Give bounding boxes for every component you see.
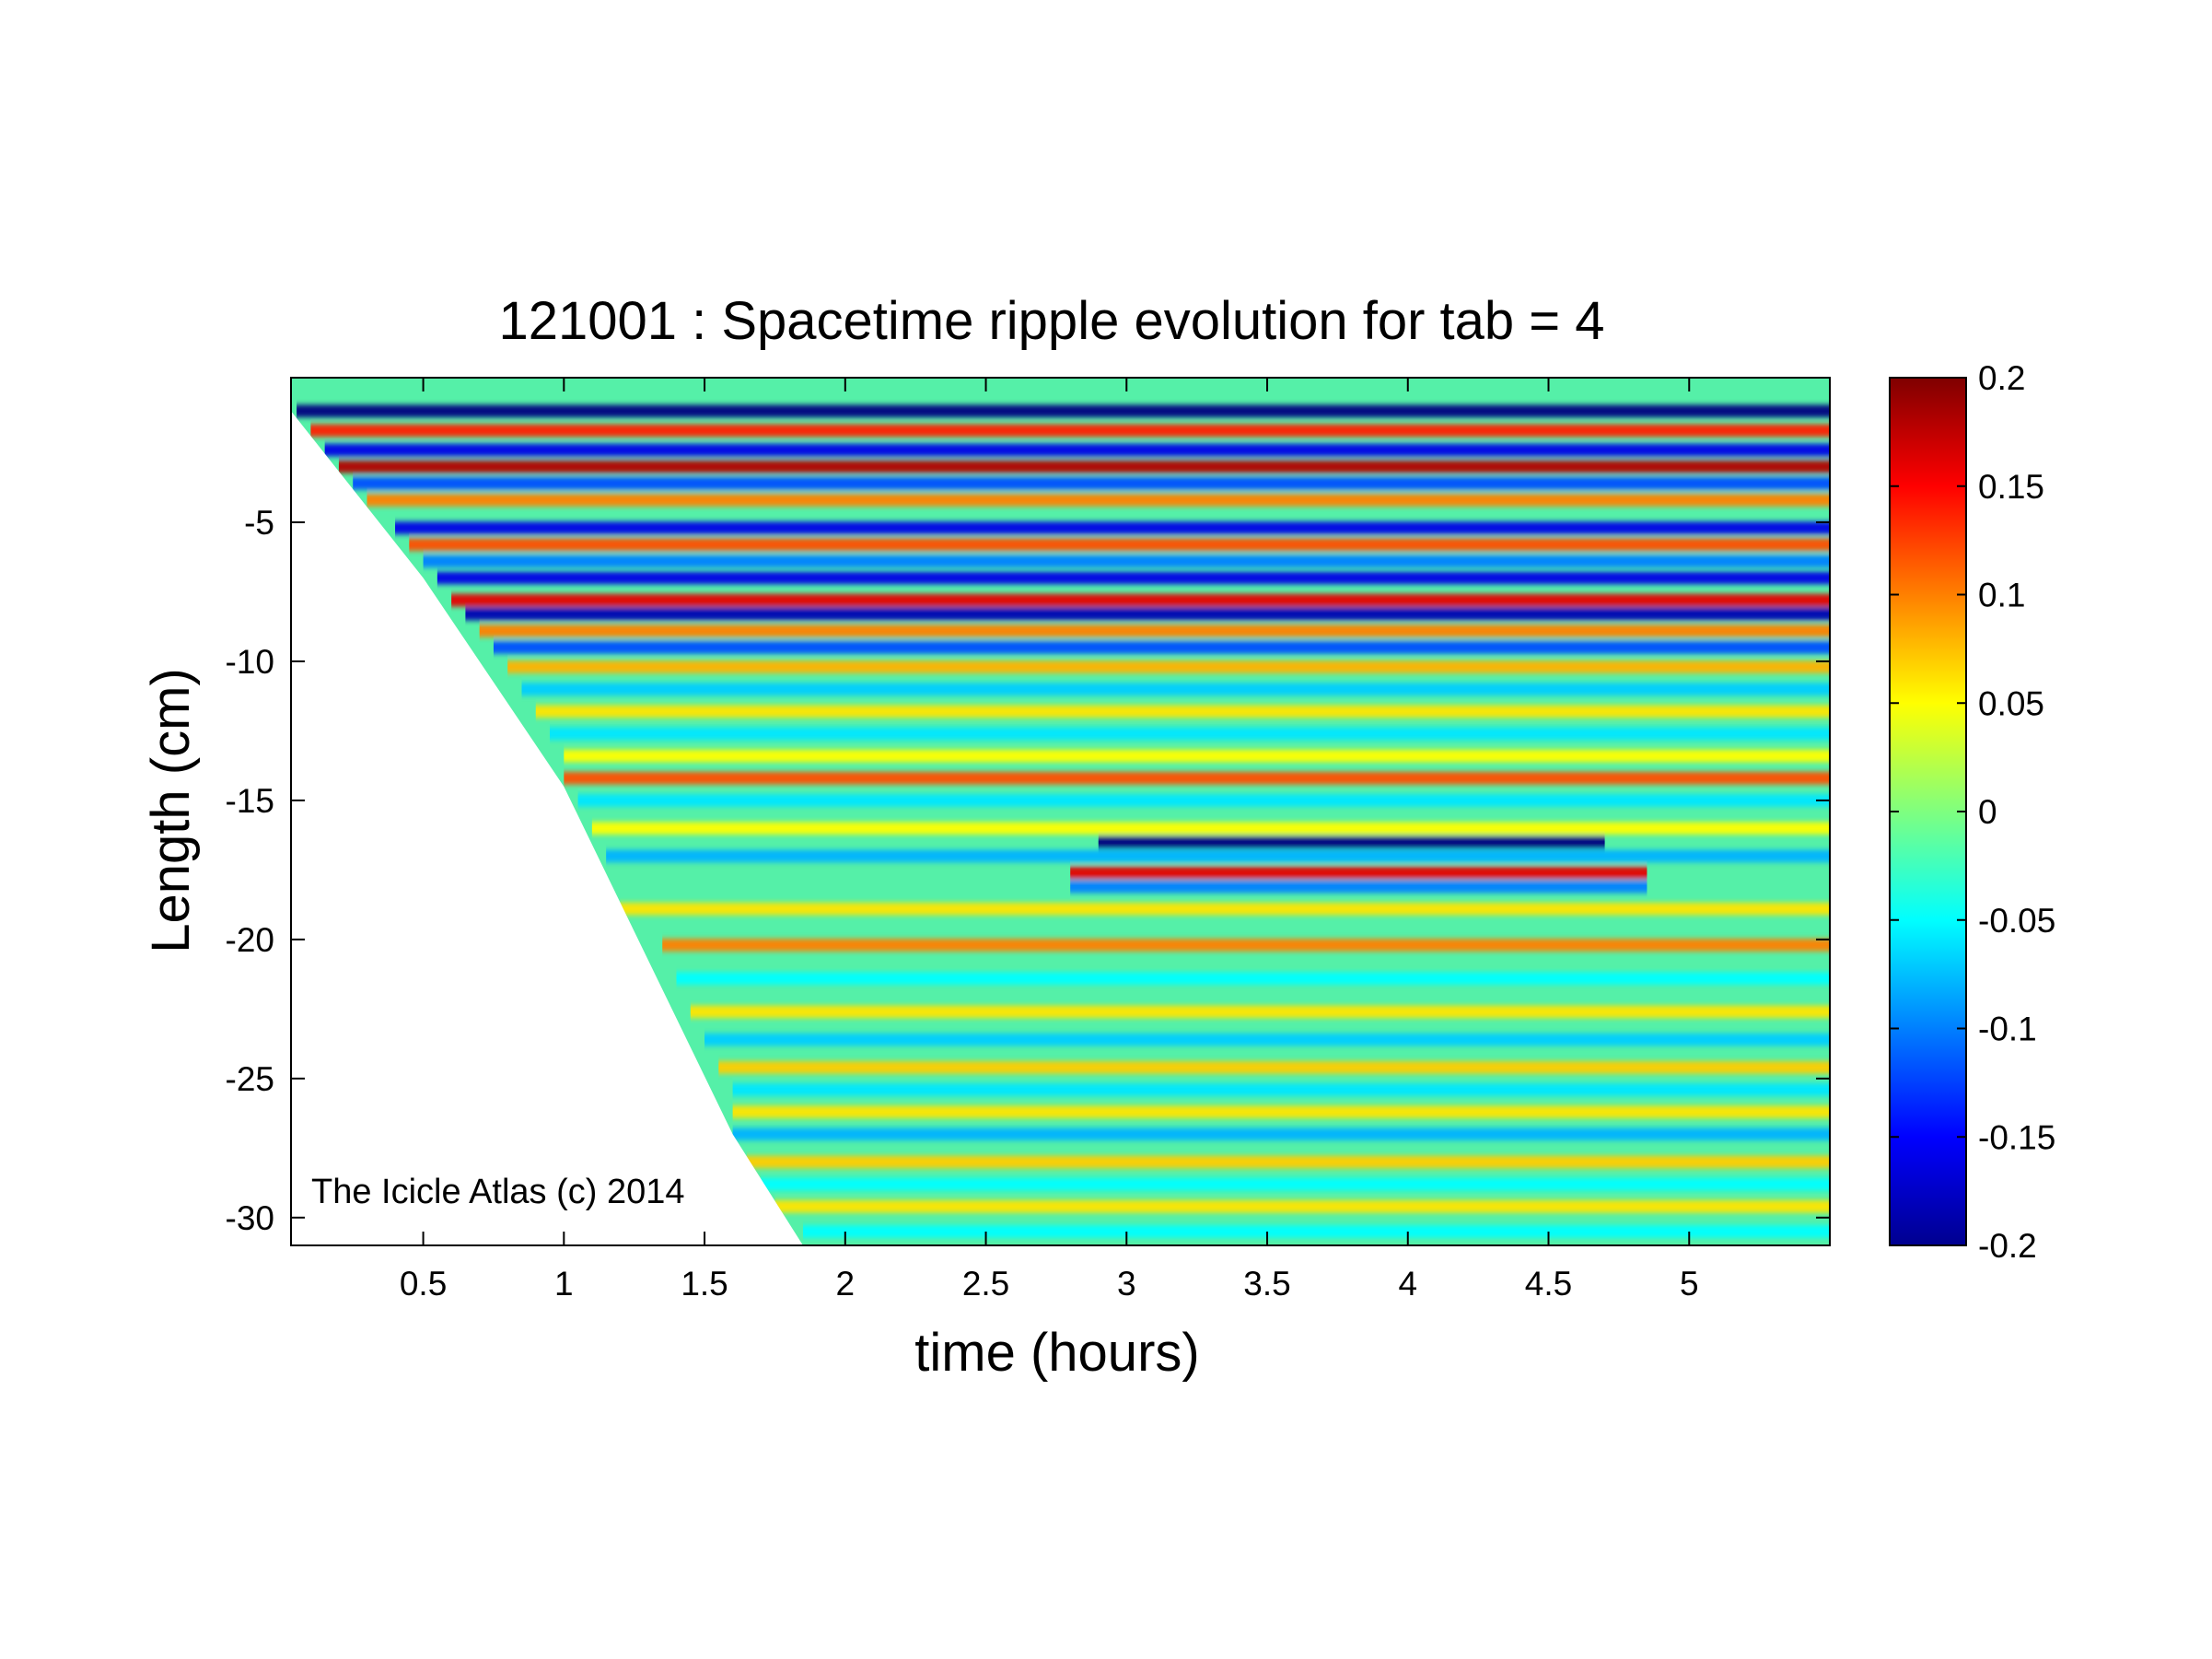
x-tick-label: 3.5 [1243,1265,1290,1303]
heatmap-band [353,476,1830,490]
x-tick-label: 1 [554,1265,574,1303]
colorbar-ticks: 0.2 0.15 0.1 0.05 0 -0.05 -0.1 -0.15 -0.2 [1890,359,2055,1265]
watermark-text: The Icicle Atlas (c) 2014 [311,1173,685,1211]
y-tick-label: -20 [226,921,274,959]
heatmap-band [718,1060,1830,1074]
no-data-region [291,411,803,1245]
x-axis-ticks: 0.5 1 1.5 2 2.5 3 3.5 4 4.5 5 [400,378,1699,1303]
y-tick-label: -10 [226,643,274,681]
heatmap-band [493,641,1830,654]
heatmap-band [732,1083,1830,1096]
colorbar-tick-label: -0.15 [1978,1118,2055,1156]
heatmap-band [521,683,1830,695]
x-tick-label: 4 [1398,1265,1417,1303]
colorbar-tick-label: 0 [1978,793,1997,831]
heatmap-band [802,1225,1830,1238]
heatmap-band [437,571,1830,585]
heatmap-band [746,1155,1830,1169]
x-tick-label: 5 [1680,1265,1699,1303]
colorbar-tick-label: -0.2 [1978,1227,2037,1265]
x-tick-label: 1.5 [681,1265,728,1303]
heatmap-band [297,404,1830,418]
heatmap-band [662,939,1830,952]
heatmap-band [1070,866,1647,880]
heatmap-band [732,1105,1830,1118]
colorbar-tick-label: 0.2 [1978,359,2025,397]
colorbar-tick-label: 0.05 [1978,684,2044,722]
heatmap-band [1070,880,1647,894]
heatmap-band [423,555,1830,568]
heatmap-band [535,705,1830,719]
heatmap-band [479,624,1830,637]
heatmap-band [1098,835,1605,849]
colorbar-tick-label: 0.15 [1978,468,2044,506]
y-tick-label: -15 [226,782,274,820]
heatmap-band [550,727,1830,741]
heatmap-band [577,794,1830,807]
y-tick-label: -25 [226,1060,274,1098]
heatmap-band [507,660,1830,673]
x-tick-label: 3 [1117,1265,1136,1303]
heatmap-band [704,1033,1830,1046]
colorbar: 0.2 0.15 0.1 0.05 0 -0.05 -0.1 -0.15 -0.2 [1889,359,2055,1265]
colorbar-tick-label: 0.1 [1978,577,2025,614]
heatmap-bands [297,404,1830,1238]
heatmap-band [732,1127,1830,1141]
chart-title: 121001 : Spacetime ripple evolution for … [498,291,1604,351]
heatmap-band [324,443,1830,457]
plot-frame [290,377,1831,1246]
heatmap-band [310,424,1830,438]
heatmap-band [451,593,1830,607]
y-axis-label: Length (cm) [141,668,201,952]
heatmap-band [395,521,1830,534]
heatmap-band [774,1199,1830,1213]
heatmap-band [367,494,1830,507]
heatmap-band [564,749,1830,763]
heatmap-band [606,849,1830,863]
x-tick-label: 2 [836,1265,856,1303]
y-tick-label: -5 [244,504,274,542]
x-tick-label: 4.5 [1525,1265,1572,1303]
colorbar-gradient [1889,377,1967,1246]
heatmap-area [291,378,1830,1245]
heatmap-band [338,460,1830,473]
y-tick-label: -30 [226,1199,274,1237]
heatmap-band [690,1005,1830,1019]
heatmap-band [620,902,1830,916]
y-axis-ticks: -5 -10 -15 -20 -25 -30 [226,504,1830,1237]
colorbar-tick-label: -0.1 [1978,1011,2037,1048]
x-tick-label: 2.5 [962,1265,1009,1303]
heatmap-band [564,771,1830,785]
x-tick-label: 0.5 [400,1265,447,1303]
x-axis-label: time (hours) [914,1323,1199,1383]
heatmap-band [591,822,1830,835]
heatmap-band [409,538,1830,551]
colorbar-tick-label: -0.05 [1978,902,2055,940]
heatmap-band [465,607,1830,621]
heatmap-band [761,1177,1830,1191]
heatmap-band [676,972,1830,985]
